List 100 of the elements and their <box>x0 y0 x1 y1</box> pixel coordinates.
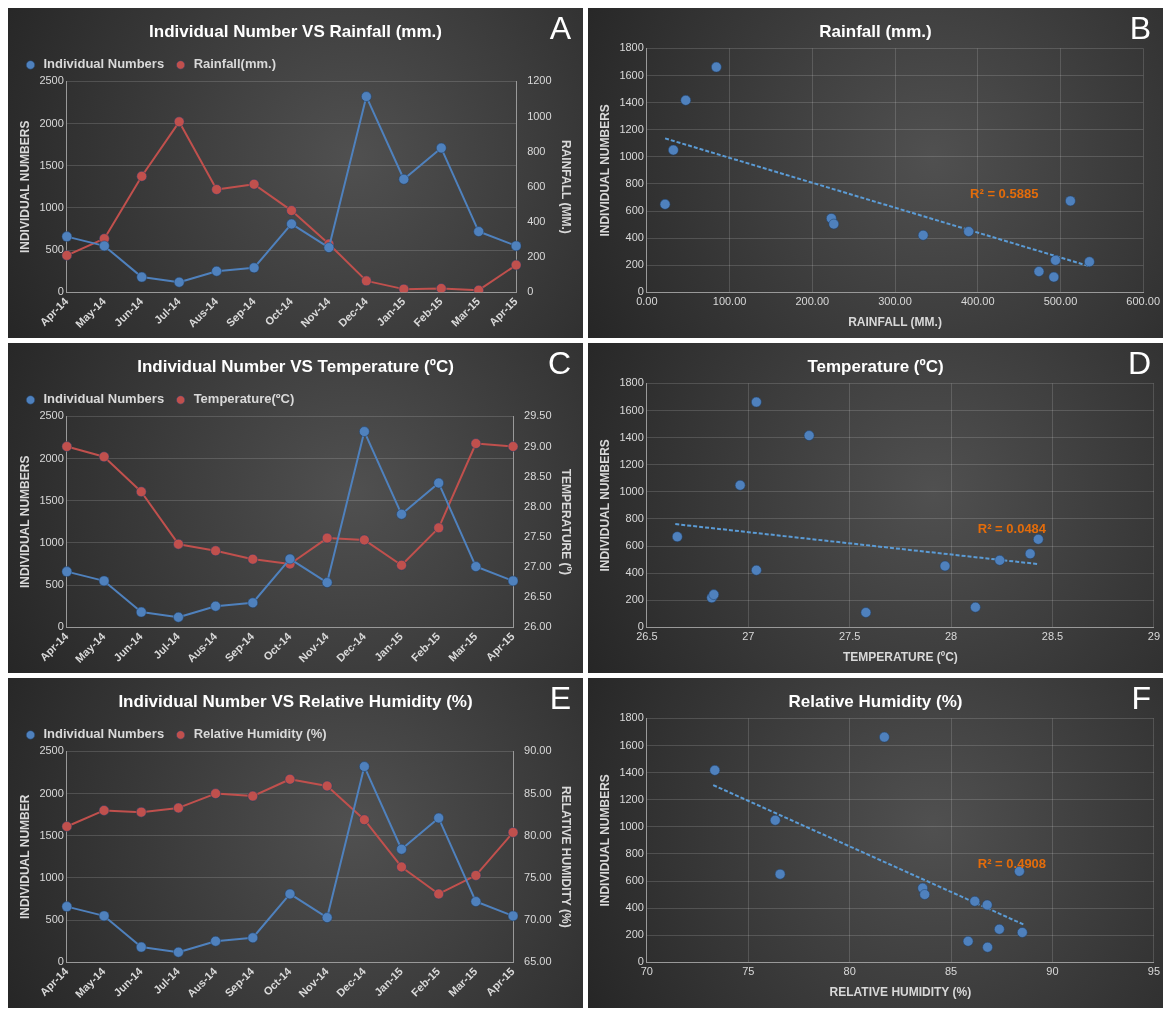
point <box>247 790 259 802</box>
point <box>510 259 522 271</box>
point <box>321 577 333 588</box>
point <box>396 861 407 873</box>
point <box>507 910 519 922</box>
y-tick-label: 1200 <box>619 457 644 470</box>
y2-axis-title: TEMPERATURE (º) <box>559 468 574 575</box>
y-tick-label: 200 <box>625 258 644 271</box>
y-axis-title: INDIVIDUAL NUMBERS <box>597 104 612 237</box>
point <box>284 888 296 900</box>
y-axis-title: INDIVIDUAL NUMBER <box>17 794 32 920</box>
y-tick-label: 0 <box>57 620 64 633</box>
point <box>210 600 221 612</box>
point <box>709 765 721 776</box>
y2-tick-label: 29.00 <box>524 439 552 452</box>
y2-tick-label: 29.50 <box>524 409 552 422</box>
point <box>61 441 73 452</box>
point <box>803 430 815 441</box>
point <box>1050 255 1061 266</box>
point <box>917 229 929 241</box>
y-tick-label: 600 <box>625 539 644 552</box>
point <box>210 545 221 557</box>
point <box>433 477 444 489</box>
point <box>135 486 147 497</box>
point <box>361 91 372 102</box>
point <box>323 242 335 253</box>
point <box>672 531 683 542</box>
y2-tick-label: 400 <box>527 215 546 228</box>
x-axis-title: RELATIVE HUMIDITY (%) <box>829 985 972 1000</box>
y-tick-label: 1500 <box>39 493 64 506</box>
point <box>470 870 482 881</box>
point <box>711 61 722 73</box>
point <box>98 805 110 816</box>
point <box>969 896 981 907</box>
x-tick-label: 500.00 <box>1043 295 1078 308</box>
point <box>321 912 333 923</box>
point <box>359 761 370 772</box>
y2-tick-label: 28.00 <box>524 499 552 512</box>
point <box>507 827 519 838</box>
y2-tick-label: 200 <box>527 250 546 263</box>
y-tick-label: 1400 <box>619 765 644 778</box>
point <box>173 276 185 288</box>
annotation: R² = 0.4908 <box>977 856 1047 872</box>
point <box>879 731 890 743</box>
point <box>173 802 184 814</box>
point <box>398 174 410 185</box>
text: C <box>547 344 571 381</box>
y-axis-title: INDIVIDUAL NUMBERS <box>597 774 612 907</box>
y-tick-label: 1500 <box>39 828 64 841</box>
x-tick-label: 85 <box>944 965 958 978</box>
x-tick-label: 90 <box>1046 965 1059 978</box>
y-tick-label: 0 <box>637 955 644 968</box>
point <box>659 199 671 210</box>
text: A <box>549 9 572 46</box>
y-tick-label: 400 <box>625 566 644 579</box>
point <box>507 575 519 587</box>
point <box>994 555 1005 566</box>
x-tick-label: 95 <box>1147 965 1161 978</box>
y2-axis-title: RELATIVE HUMIDITY (%) <box>559 786 574 928</box>
point <box>770 814 781 826</box>
point <box>247 597 259 609</box>
y2-tick-label: 80.00 <box>524 828 552 841</box>
point <box>680 95 691 106</box>
y2-tick-label: 27.00 <box>524 560 552 573</box>
point <box>860 607 872 618</box>
legend-label: Rainfall(mm.) <box>193 56 276 72</box>
y-tick-label: 0 <box>637 620 644 633</box>
y2-tick-label: 70.00 <box>524 913 552 926</box>
x-tick-label: 75 <box>742 965 755 978</box>
legend-label: Individual Numbers <box>43 56 165 72</box>
y-tick-label: 1400 <box>619 430 644 443</box>
x-tick-label: 0.00 <box>636 295 658 308</box>
point <box>507 441 519 452</box>
x-tick-label: 28 <box>944 630 958 643</box>
y2-tick-label: 75.00 <box>524 870 552 883</box>
point <box>470 896 482 907</box>
point <box>473 226 484 237</box>
point <box>963 226 974 237</box>
chart-title: Relative Humidity (%) <box>788 691 963 711</box>
y-tick-label: 500 <box>45 913 64 926</box>
point <box>98 575 110 587</box>
y-tick-label: 200 <box>625 928 644 941</box>
chart-title: Individual Number VS Temperature (ºC) <box>137 356 454 376</box>
point <box>1033 266 1045 277</box>
y-tick-label: 2500 <box>39 744 64 757</box>
y-tick-label: 0 <box>637 285 644 298</box>
y-tick-label: 2000 <box>39 451 64 464</box>
y-tick-label: 800 <box>625 846 644 859</box>
y-tick-label: 2000 <box>39 116 64 129</box>
point <box>210 935 221 947</box>
y-tick-label: 1200 <box>619 792 644 805</box>
chart-title: Individual Number VS Relative Humidity (%) <box>118 691 473 711</box>
point <box>470 561 482 572</box>
y-tick-label: 1000 <box>39 535 64 548</box>
y-tick-label: 800 <box>625 176 644 189</box>
point <box>211 265 222 277</box>
point <box>433 522 444 534</box>
chart-title: Temperature (ºC) <box>807 356 944 376</box>
point <box>284 773 296 785</box>
x-tick-label: 80 <box>843 965 856 978</box>
